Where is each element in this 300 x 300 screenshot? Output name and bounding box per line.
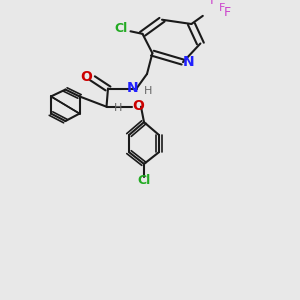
Text: N: N (127, 82, 139, 95)
Text: F: F (218, 3, 225, 13)
Text: F: F (224, 6, 231, 19)
Text: O: O (80, 70, 92, 84)
Text: O: O (132, 99, 144, 112)
Text: Cl: Cl (137, 174, 151, 187)
Text: H: H (144, 85, 153, 96)
Text: H: H (114, 103, 123, 113)
Text: Cl: Cl (114, 22, 128, 35)
Text: N: N (183, 55, 194, 69)
Text: F: F (210, 0, 217, 7)
